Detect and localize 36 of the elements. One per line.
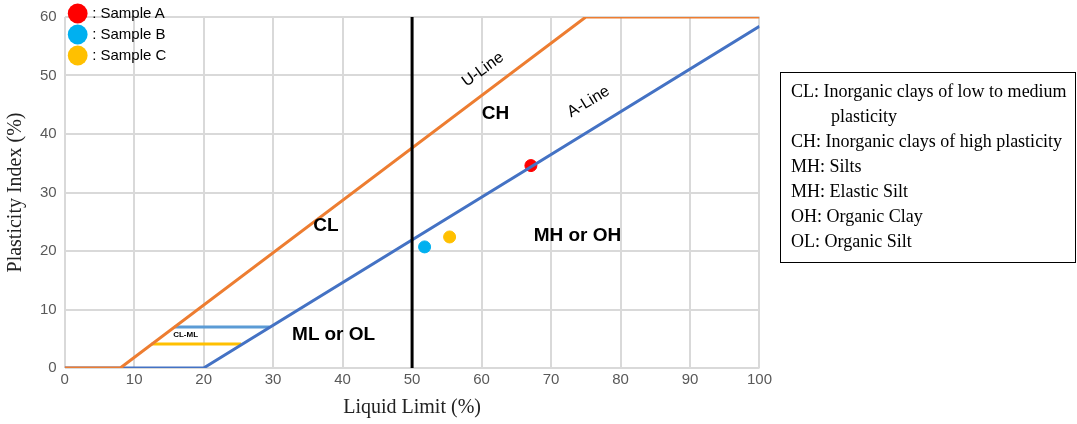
x-tick-label: 70 [542,370,560,388]
x-tick-label: 100 [746,370,772,388]
legend-label: : Sample C [92,45,167,63]
x-tick-label: 30 [264,370,282,388]
annotation: ML or OL [292,322,376,344]
text: CL: Inorganic clays of low to medium plasticity [791,80,1068,128]
x-tick-label: 90 [681,370,699,388]
annotation: CL [313,214,339,236]
x-tick-label: 0 [60,370,69,388]
annotation: CL-ML [173,330,199,340]
annotation: CH [481,101,510,123]
x-tick-label: 20 [195,370,212,388]
y-tick-label: 60 [40,7,57,25]
legend-label: : Sample A [92,3,165,21]
y-tick-label: 10 [40,299,57,317]
text: OH: Organic Clay [791,205,924,228]
y-tick-label: 40 [40,124,57,142]
point [443,230,457,244]
x-tick-label: 60 [473,370,490,388]
text: OL: Organic Silt [791,230,913,253]
x-tick-label: 10 [125,370,143,388]
text: CH: Inorganic clays of high plasticity [791,130,1064,153]
text: MH: Silts [791,155,863,178]
text: MH: Elastic Silt [791,180,909,203]
x-tick-label: 80 [612,370,629,388]
x-tick-label: 50 [403,370,421,388]
y-axis-title: Plasticity Index (%) [3,112,27,273]
point [418,240,432,254]
y-tick-label: 20 [40,241,57,259]
legend-label: : Sample B [92,24,166,42]
annotation: MH or OH [533,224,622,246]
y-tick-label: 30 [40,182,57,200]
x-tick-label: 40 [334,370,351,388]
x-axis-title: Liquid Limit (%) [343,395,481,419]
y-tick-label: 0 [48,358,57,376]
y-tick-label: 50 [40,65,57,83]
